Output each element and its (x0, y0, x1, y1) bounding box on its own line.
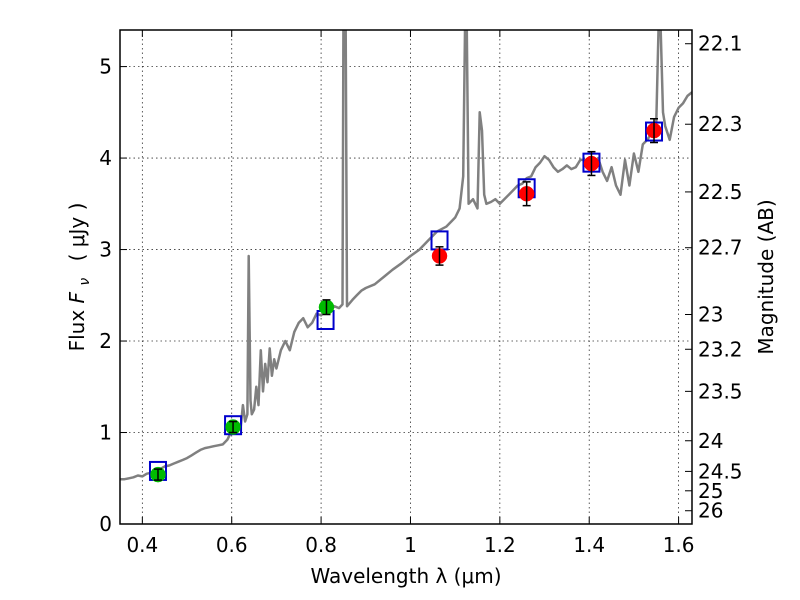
model-spectrum (120, 30, 692, 481)
y-tick-label: 0 (99, 512, 112, 536)
y-tick-label: 3 (99, 238, 112, 262)
y-tick-label: 4 (99, 146, 112, 170)
y-axis-title-subscript: ν (77, 278, 93, 286)
y2-axis-title: Magnitude (AB) (754, 199, 778, 354)
y-tick-label: 5 (99, 55, 112, 79)
y-axis-title: Flux F ν ( μJy ) (65, 203, 94, 352)
plot-frame (119, 29, 693, 525)
model-spectrum-line (120, 30, 692, 481)
mag-tick-label: 24 (698, 429, 723, 453)
x-tick-label: 1 (404, 533, 417, 557)
x-tick-label: 0.8 (305, 533, 337, 557)
axis-ticks: 0.4 0.6 0.8 1 1.2 1.4 1.601234522.122.322.522.… (99, 30, 743, 557)
observed-photometry (150, 117, 662, 483)
x-tick-label: 1.2 (484, 533, 516, 557)
mag-tick-label: 25 (698, 479, 723, 503)
x-axis-title: Wavelength λ (μm) (310, 564, 501, 588)
mag-tick-label: 23.5 (698, 379, 743, 403)
mag-tick-label: 23.2 (698, 337, 743, 361)
y-axis-title-text: Flux (65, 303, 89, 351)
y-axis-title-units: ( μJy ) (65, 203, 89, 262)
mag-tick-label: 26 (698, 499, 723, 523)
grid (120, 30, 692, 525)
mag-tick-label: 22.3 (698, 112, 743, 136)
mag-tick-label: 23 (698, 303, 723, 327)
x-tick-label: 1.6 (663, 533, 695, 557)
mag-tick-label: 22.7 (698, 236, 743, 260)
mag-tick-label: 22.5 (698, 180, 743, 204)
y-axis-title-symbol: F (65, 291, 89, 303)
mag-tick-label: 22.1 (698, 32, 743, 56)
mag-tick-label: 24.5 (698, 459, 743, 483)
x-tick-label: 0.6 (216, 533, 248, 557)
x-tick-label: 0.4 (126, 533, 158, 557)
x-tick-label: 1.4 (573, 533, 605, 557)
y-tick-label: 1 (99, 421, 112, 445)
y-tick-label: 2 (99, 329, 112, 353)
